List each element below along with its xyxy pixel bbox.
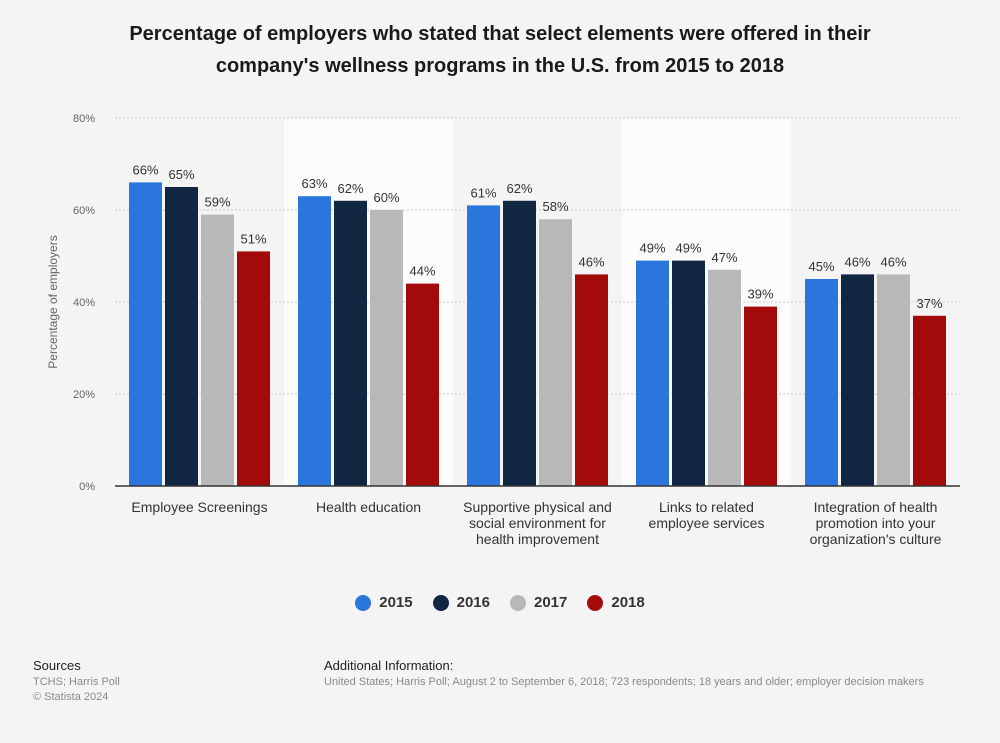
legend-label: 2017: [534, 594, 568, 611]
x-tick-label: health improvement: [476, 531, 599, 547]
title-line-1: Percentage of employers who stated that …: [129, 23, 871, 45]
y-axis-label: Percentage of employers: [46, 235, 60, 368]
y-tick-label: 60%: [73, 205, 95, 217]
y-tick-label: 0%: [79, 481, 95, 493]
bar: [841, 274, 874, 486]
bar: [129, 182, 162, 486]
bar: [539, 219, 572, 486]
bar: [913, 315, 946, 486]
bar: [370, 210, 403, 486]
additional-info-heading: Additional Information:: [324, 658, 454, 673]
data-label: 46%: [578, 254, 604, 269]
legend-swatch: [432, 594, 449, 611]
legend: 2015 2016 2017 2018: [0, 594, 1000, 611]
legend-label: 2016: [456, 594, 490, 611]
data-label: 60%: [373, 190, 399, 205]
data-label: 46%: [880, 254, 906, 269]
data-label: 61%: [470, 185, 496, 200]
bar: [165, 187, 198, 486]
x-tick-label: promotion into your: [816, 515, 936, 531]
x-tick-label: Supportive physical and: [463, 499, 612, 515]
y-tick-label: 80%: [73, 113, 95, 125]
legend-item[interactable]: 2017: [510, 594, 567, 611]
bar: [636, 260, 669, 486]
bar: [334, 200, 367, 487]
data-label: 49%: [639, 241, 665, 256]
bar: [672, 260, 705, 486]
data-label: 44%: [409, 264, 435, 279]
bar: [298, 196, 331, 486]
bar: [575, 274, 608, 486]
bar: [708, 269, 741, 486]
legend-item[interactable]: 2016: [432, 594, 490, 611]
sources-block: Sources TCHS; Harris Poll © Statista 202…: [33, 658, 120, 705]
data-label: 66%: [132, 162, 158, 177]
data-label: 62%: [337, 181, 363, 196]
bar: [503, 200, 536, 487]
legend-swatch: [510, 594, 526, 611]
bar: [467, 205, 500, 486]
bar: [406, 283, 439, 486]
additional-info-block: Additional Information: United States; H…: [324, 658, 1000, 690]
bar-chart: 0% 20% 40% 60% 80% Percentage of employers 66%…: [46, 113, 960, 547]
y-tick-label: 40%: [73, 297, 95, 309]
data-label: 63%: [301, 176, 327, 191]
bar: [237, 251, 270, 486]
x-tick-label: organization's culture: [810, 531, 942, 547]
legend-swatch: [355, 594, 372, 611]
bar: [201, 214, 234, 486]
data-label: 58%: [542, 199, 568, 214]
x-tick-label: employee services: [649, 515, 765, 531]
data-label: 59%: [204, 195, 230, 210]
x-tick-label: Links to related: [659, 499, 754, 515]
data-label: 62%: [506, 181, 532, 196]
legend-item[interactable]: 2018: [587, 594, 645, 611]
data-label: 46%: [844, 254, 870, 269]
data-label: 37%: [916, 296, 942, 311]
legend-item[interactable]: 2015: [355, 594, 413, 611]
title-line-2: company's wellness programs in the U.S. …: [215, 55, 785, 77]
bar: [805, 279, 838, 486]
data-label: 45%: [808, 259, 834, 274]
data-label: 65%: [168, 167, 194, 182]
x-tick-label: Employee Screenings: [131, 499, 267, 515]
legend-label: 2015: [379, 594, 413, 611]
bar: [744, 306, 777, 486]
x-tick-label: Health education: [316, 499, 421, 515]
chart-title: Percentage of employers who stated that …: [60, 18, 940, 82]
data-label: 39%: [747, 287, 773, 302]
sources-heading: Sources: [33, 658, 81, 673]
x-tick-label: Integration of health: [814, 499, 938, 515]
bar: [877, 274, 910, 486]
sources-line: TCHS; Harris Poll: [33, 676, 120, 688]
y-tick-label: 20%: [73, 389, 95, 401]
x-tick-label: social environment for: [469, 515, 606, 531]
additional-info-text: United States; Harris Poll; August 2 to …: [324, 676, 924, 688]
data-label: 51%: [240, 231, 266, 246]
legend-label: 2018: [611, 594, 645, 611]
copyright-line: © Statista 2024: [33, 691, 109, 703]
data-label: 47%: [711, 250, 737, 265]
legend-swatch: [587, 594, 604, 611]
data-label: 49%: [675, 241, 701, 256]
